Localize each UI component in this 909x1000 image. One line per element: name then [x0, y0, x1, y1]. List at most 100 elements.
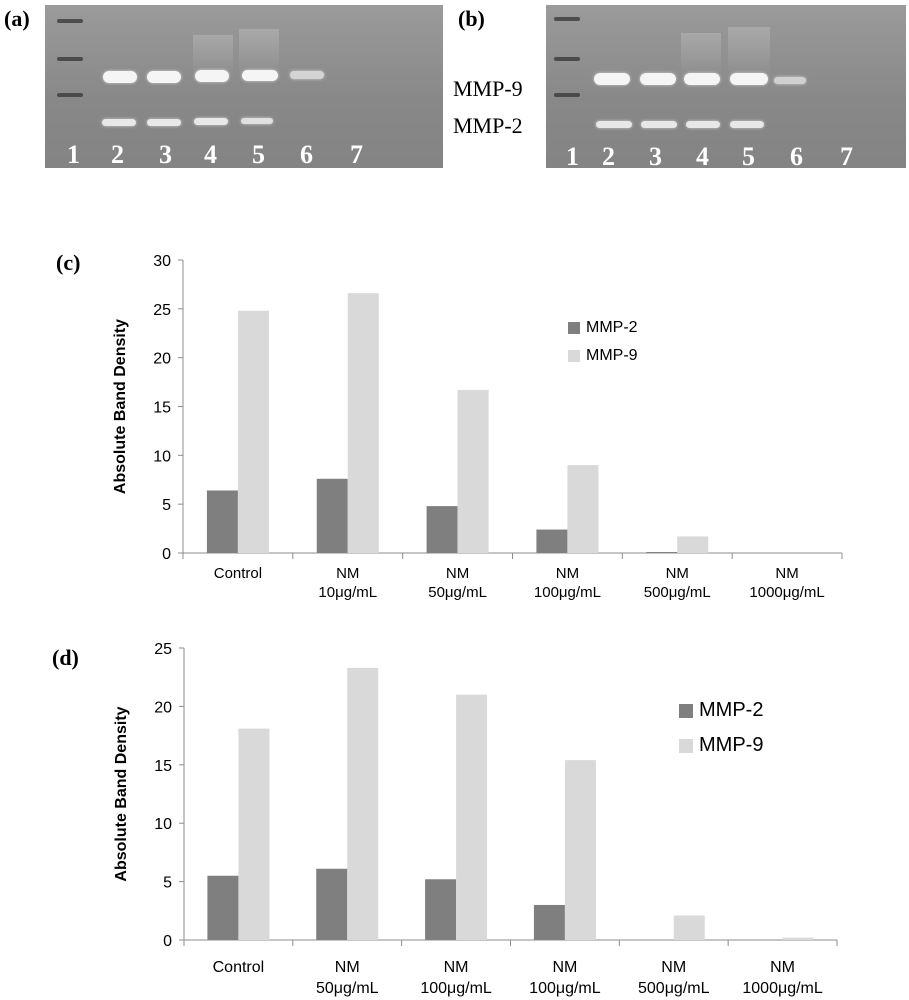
y-axis-title: Absolute Band Density [112, 319, 129, 494]
x-category-label: Control [213, 959, 265, 976]
lane-smear [239, 29, 279, 75]
mmp2-band [147, 119, 181, 126]
ladder-band [554, 57, 580, 61]
bar-mmp-9 [237, 310, 269, 553]
mmp2-band [102, 119, 136, 126]
y-tick-label: 10 [153, 448, 171, 465]
lane-number: 4 [204, 140, 217, 168]
bar-chart-c: 0 5 10 15 20 25 30 Control NM 10μg/mL NM 50μg/mL NM 1… [112, 253, 843, 601]
legend-swatch [568, 350, 580, 362]
mmp2-band [194, 118, 228, 125]
bar-mmp-2 [646, 552, 678, 553]
bar-mmp-9 [457, 389, 489, 553]
bar-mmp-9 [238, 728, 270, 940]
x-category-label: NM [444, 959, 469, 976]
bar-mmp-2 [316, 868, 348, 940]
y-tick-label: 0 [163, 933, 172, 950]
x-category-label: NM [335, 959, 360, 976]
gel-image-b: 1 2 3 4 5 6 7 [546, 5, 906, 168]
x-category-sublabel: 10μg/mL [318, 584, 377, 601]
mmp2-band [641, 121, 677, 128]
y-tick-label: 30 [153, 253, 171, 270]
y-tick-label: 25 [153, 302, 171, 319]
y-tick-label: 5 [162, 497, 171, 514]
ladder-band [57, 93, 83, 97]
legend-label: MMP-2 [586, 319, 638, 336]
x-category-label: NM [770, 959, 795, 976]
gel-background [45, 5, 443, 168]
x-category-label: NM [556, 565, 579, 582]
x-category-sublabel: 500μg/mL [638, 980, 710, 997]
mmp2-label: MMP-2 [453, 113, 523, 138]
x-category-label: NM [661, 959, 686, 976]
mmp2-band [686, 121, 720, 128]
legend-label: MMP-9 [699, 734, 763, 756]
lane-number: 5 [252, 140, 265, 168]
y-tick-label: 5 [163, 875, 172, 892]
mmp2-band [241, 118, 273, 124]
legend-swatch [679, 739, 693, 753]
x-category-sublabel: 100μg/mL [529, 980, 601, 997]
y-tick-label: 0 [162, 546, 171, 563]
bar-mmp-9 [677, 536, 709, 553]
ladder-band [57, 57, 83, 61]
legend-label: MMP-2 [699, 699, 763, 721]
lane-number: 6 [790, 142, 803, 168]
lane-number: 1 [566, 142, 579, 168]
lane-number: 2 [111, 140, 124, 168]
mmp9-band [730, 73, 768, 85]
y-axis-title: Absolute Band Density [113, 706, 130, 881]
x-category-sublabel: 50μg/mL [428, 584, 487, 601]
panel-label-b: (b) [458, 6, 485, 31]
lane-number: 3 [649, 142, 662, 168]
lane-smear [681, 33, 721, 77]
x-category-sublabel: 1000μg/mL [742, 980, 822, 997]
bar-mmp-2 [536, 529, 568, 553]
lane-smear [193, 35, 233, 75]
y-tick-label: 15 [153, 400, 171, 417]
mmp9-band [684, 73, 720, 85]
mmp9-band [640, 73, 676, 85]
gel-background [546, 5, 906, 168]
lane-number: 5 [742, 142, 755, 168]
bar-mmp-9 [347, 293, 379, 553]
ladder-band [57, 19, 83, 23]
y-tick-label: 15 [154, 758, 172, 775]
x-category-sublabel: 100μg/mL [534, 584, 601, 601]
mmp9-band [242, 70, 278, 81]
mmp9-band [594, 73, 630, 85]
bar-mmp-2 [207, 875, 239, 940]
lane-number: 3 [159, 140, 172, 168]
lane-number: 7 [350, 140, 363, 168]
x-category-label: Control [214, 565, 262, 582]
bar-mmp-9 [673, 915, 705, 940]
x-category-label: NM [666, 565, 689, 582]
gel-image-a: 1 2 3 4 5 6 7 [45, 5, 443, 168]
panel-label-a: (a) [4, 6, 30, 31]
x-category-label: NM [336, 565, 359, 582]
mmp9-band [774, 77, 806, 84]
lane-number: 6 [300, 140, 313, 168]
legend-label: MMP-9 [586, 347, 638, 364]
mmp9-label: MMP-9 [453, 76, 523, 101]
y-tick-label: 25 [154, 641, 172, 658]
lane-number: 7 [840, 142, 853, 168]
x-category-label: NM [775, 565, 798, 582]
lane-number: 2 [602, 142, 615, 168]
bar-mmp-9 [782, 937, 814, 940]
lane-number: 1 [67, 140, 80, 168]
y-tick-label: 20 [154, 699, 172, 716]
x-category-label: NM [446, 565, 469, 582]
mmp9-band [103, 71, 137, 83]
bar-mmp-9 [567, 465, 599, 553]
bar-mmp-2 [533, 904, 565, 940]
ladder-band [554, 93, 580, 97]
x-category-sublabel: 1000μg/mL [749, 584, 824, 601]
bar-mmp-2 [425, 879, 457, 940]
panel-label-d: (d) [52, 645, 79, 670]
lane-smear [728, 27, 770, 77]
bar-chart-d: 0 5 10 15 20 25 Control NM 50μg/mL NM 100μg/mL NM 10… [113, 641, 838, 997]
bar-mmp-9 [456, 694, 488, 940]
panel-label-c: (c) [56, 250, 81, 275]
y-tick-label: 20 [153, 351, 171, 368]
